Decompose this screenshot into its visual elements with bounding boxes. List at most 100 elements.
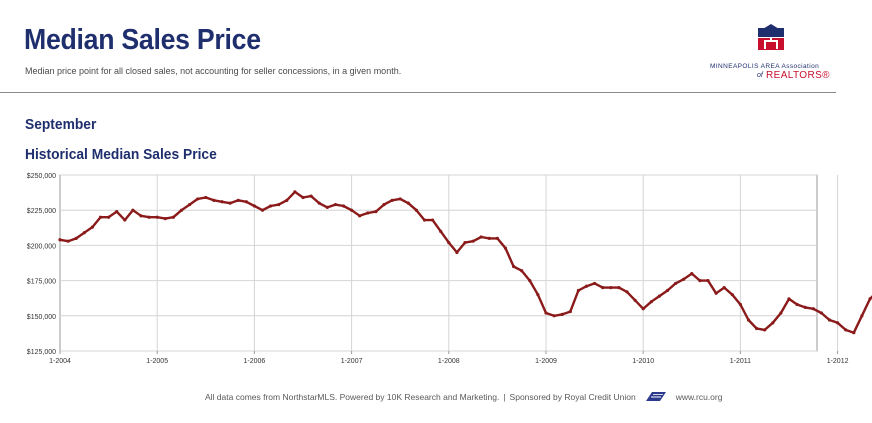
data-point	[738, 302, 743, 307]
data-point	[366, 211, 370, 215]
data-point	[422, 218, 427, 222]
data-point	[350, 208, 354, 212]
data-point	[293, 190, 297, 194]
data-point	[755, 326, 759, 331]
logo-org-of: of	[757, 72, 763, 79]
data-point	[860, 314, 864, 318]
data-point	[560, 312, 564, 316]
data-point	[269, 204, 273, 208]
logo-org-line1: MINNEAPOLIS AREA Association	[710, 63, 820, 70]
data-point	[277, 202, 281, 207]
data-point	[536, 293, 540, 297]
data-point	[511, 264, 516, 269]
data-point	[844, 328, 848, 332]
page-subtitle: Median price point for all closed sales,…	[25, 66, 402, 76]
data-point	[544, 311, 548, 315]
data-point	[90, 225, 94, 229]
x-tick-label: 1-2012	[827, 358, 849, 365]
data-point	[212, 198, 216, 202]
data-point	[641, 307, 645, 311]
data-point	[528, 279, 532, 283]
data-point	[406, 201, 410, 205]
x-tick-label: 1-2011	[730, 358, 751, 365]
data-point	[568, 309, 572, 314]
realtors-logo: MINNEAPOLIS AREA Association of REALTORS…	[700, 24, 840, 82]
data-point	[649, 300, 653, 304]
data-point	[139, 214, 143, 218]
data-point	[730, 293, 734, 297]
y-tick-label: $225,000	[27, 208, 56, 215]
data-point	[552, 314, 556, 318]
data-point	[617, 286, 621, 290]
header-divider	[0, 92, 836, 93]
x-tick-label: 1-2007	[341, 358, 363, 365]
x-tick-label: 1-2009	[535, 358, 557, 365]
plot-area	[59, 174, 818, 352]
data-point	[58, 238, 62, 242]
series-line	[58, 190, 872, 334]
data-point	[746, 318, 751, 322]
data-point	[771, 321, 775, 325]
data-point	[155, 215, 159, 219]
data-point	[179, 208, 184, 212]
data-point	[439, 229, 443, 233]
logo-org-line2: REALTORS®	[766, 70, 830, 81]
data-point	[325, 205, 329, 209]
data-point	[414, 208, 418, 212]
data-point	[665, 288, 670, 293]
data-point	[763, 328, 767, 332]
x-tick-label: 1-2004	[49, 358, 71, 365]
data-point	[220, 200, 224, 204]
data-point	[107, 215, 111, 219]
data-point	[82, 231, 86, 235]
data-point	[811, 307, 815, 311]
data-point	[787, 297, 791, 301]
data-point	[341, 204, 346, 208]
data-point	[382, 202, 386, 207]
data-point	[852, 331, 856, 335]
data-point	[609, 286, 613, 290]
house-emblem-icon	[758, 24, 784, 50]
data-point	[722, 286, 726, 290]
data-point	[358, 214, 362, 218]
data-point	[836, 321, 840, 325]
data-point	[131, 208, 135, 212]
data-point	[827, 318, 832, 322]
data-point	[803, 305, 807, 309]
data-point	[868, 297, 872, 301]
y-tick-label: $125,000	[27, 349, 56, 356]
data-point	[698, 279, 702, 283]
data-point	[301, 195, 305, 200]
x-tick-label: 1-2010	[632, 358, 654, 365]
data-point	[690, 271, 694, 276]
data-point	[479, 235, 483, 239]
data-point	[455, 250, 459, 255]
footer-separator: |	[503, 392, 506, 402]
x-tick-label: 1-2006	[244, 358, 266, 365]
data-point	[74, 236, 78, 240]
x-tick-label: 1-2008	[438, 358, 460, 365]
y-tick-label: $175,000	[27, 279, 56, 286]
data-point	[236, 198, 240, 202]
data-point	[779, 311, 783, 315]
data-point	[115, 210, 119, 214]
data-point	[147, 215, 151, 219]
footer-sponsor-url: www.rcu.org	[675, 392, 723, 402]
month-label: September	[25, 116, 97, 133]
data-point	[260, 208, 265, 212]
data-point	[188, 202, 192, 207]
data-point	[495, 236, 499, 240]
data-point	[333, 202, 337, 207]
data-point	[520, 269, 524, 273]
x-tick-label: 1-2005	[146, 358, 168, 365]
data-point	[601, 286, 605, 290]
data-point	[309, 194, 313, 198]
data-point	[714, 291, 718, 295]
data-point	[171, 215, 175, 219]
data-point	[819, 311, 824, 315]
data-point	[285, 198, 289, 202]
data-point	[244, 200, 248, 204]
data-point	[674, 281, 678, 286]
data-point	[66, 239, 70, 243]
